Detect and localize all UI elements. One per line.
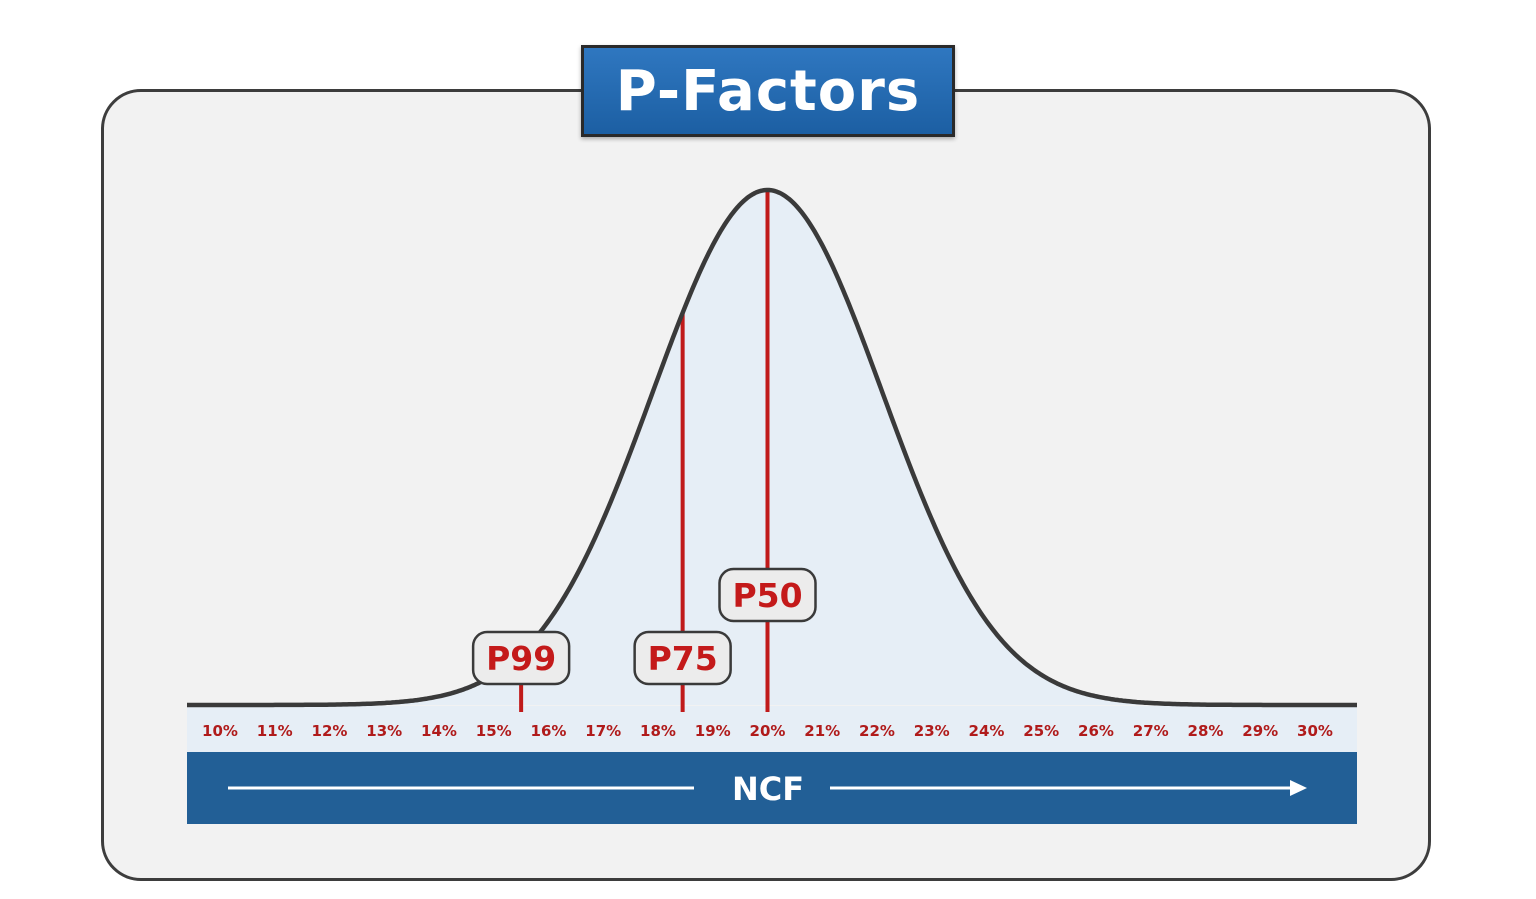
marker-badge-p99: P99 (471, 630, 571, 686)
tick-label: 13% (366, 722, 402, 740)
tick-label: 11% (257, 722, 293, 740)
tick-label: 21% (804, 722, 840, 740)
tick-label: 26% (1078, 722, 1114, 740)
page-title: P-Factors (581, 45, 955, 137)
axis-arrow-head-icon (1290, 780, 1307, 796)
tick-label: 24% (969, 722, 1005, 740)
marker-label: P50 (732, 576, 802, 615)
tick-label: 15% (476, 722, 512, 740)
marker-badge-p50: P50 (718, 567, 817, 623)
tick-label: 10% (202, 722, 238, 740)
tick-label: 18% (640, 722, 676, 740)
tick-label: 29% (1242, 722, 1278, 740)
tick-label: 17% (585, 722, 621, 740)
tick-label: 30% (1297, 722, 1333, 740)
tick-label: 28% (1188, 722, 1224, 740)
tick-label-band (187, 706, 1357, 752)
tick-label: 22% (859, 722, 895, 740)
marker-badges: P99 P75 P50 (471, 567, 817, 686)
tick-label: 25% (1023, 722, 1059, 740)
marker-badge-box (471, 630, 571, 686)
marker-badge-p75: P75 (633, 630, 732, 686)
tick-label: 12% (312, 722, 348, 740)
x-axis-ticks: 10% 11% 12% 13% 14% 15% 16% 17% 18% 19% 20% 21% 22% 2… (202, 722, 1333, 740)
tick-label: 19% (695, 722, 731, 740)
tick-label: 27% (1133, 722, 1169, 740)
marker-label: P99 (486, 639, 556, 678)
marker-label: P75 (648, 639, 718, 678)
normal-curve (186, 187, 1358, 708)
tick-label: 23% (914, 722, 950, 740)
curve-area (187, 190, 1357, 705)
tick-label: 20% (750, 722, 786, 740)
tick-label: 14% (421, 722, 457, 740)
axis-label: NCF (732, 770, 804, 808)
tick-label: 16% (531, 722, 567, 740)
marker-badge-box (633, 630, 732, 686)
marker-badge-box (718, 567, 817, 623)
